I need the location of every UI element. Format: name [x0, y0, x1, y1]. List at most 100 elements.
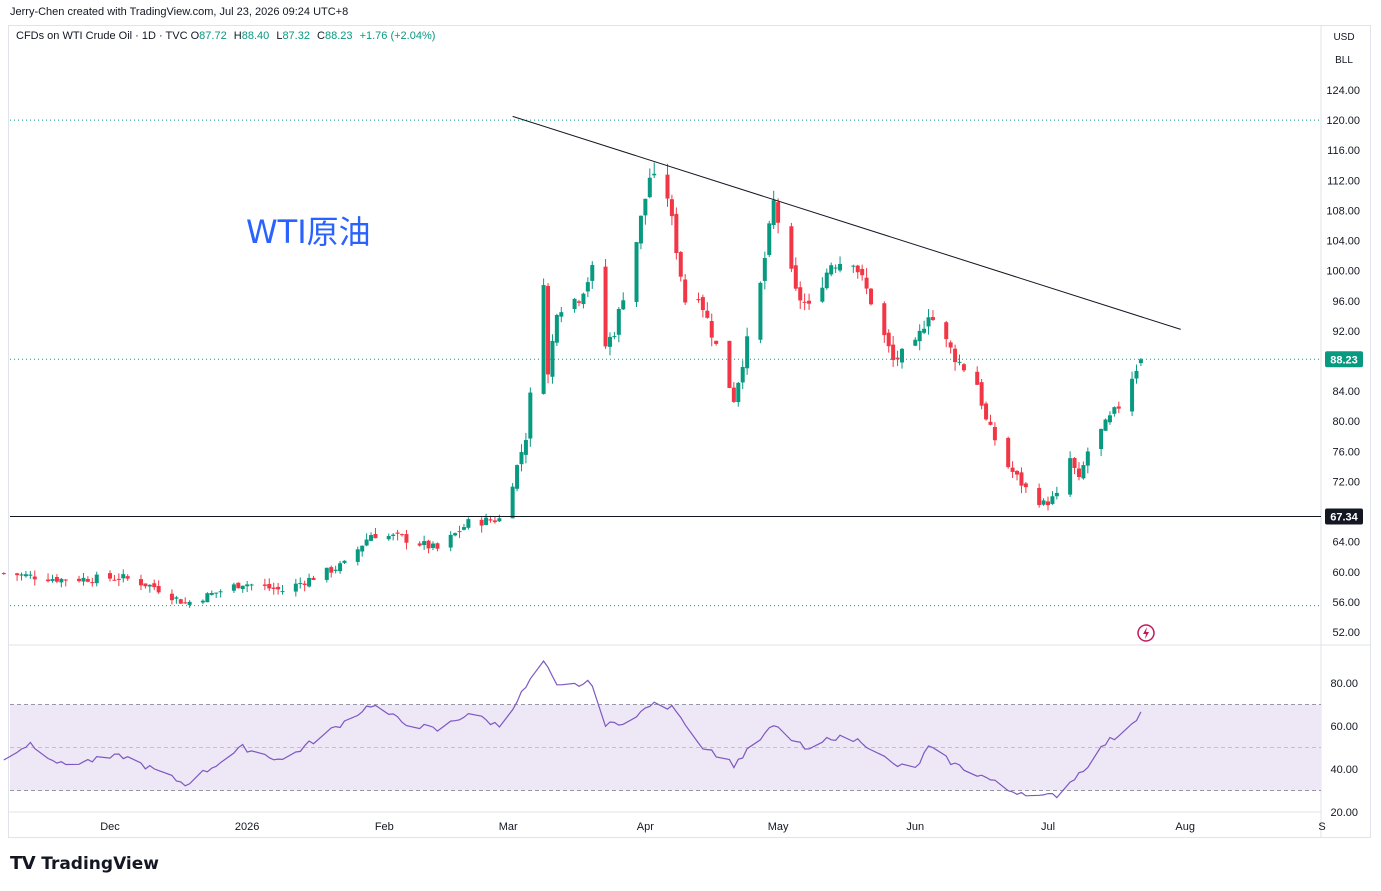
candlestick[interactable] — [112, 575, 117, 581]
candlestick[interactable] — [236, 582, 241, 589]
candlestick[interactable] — [46, 573, 51, 583]
candlestick[interactable] — [1130, 371, 1135, 417]
candlestick[interactable] — [674, 207, 679, 260]
currency-button[interactable]: USD — [1333, 32, 1355, 43]
candlestick[interactable] — [59, 577, 64, 588]
candlestick[interactable] — [643, 198, 648, 225]
candlestick[interactable] — [607, 332, 612, 356]
candlestick[interactable] — [758, 281, 763, 344]
candlestick[interactable] — [519, 444, 524, 472]
candlestick[interactable] — [612, 331, 617, 340]
candlestick[interactable] — [492, 516, 497, 524]
candlestick[interactable] — [125, 574, 130, 581]
candlestick[interactable] — [116, 573, 121, 587]
candlestick[interactable] — [1050, 491, 1055, 505]
candlestick[interactable] — [882, 301, 887, 343]
candlestick[interactable] — [183, 597, 188, 604]
candlestick[interactable] — [267, 578, 272, 592]
candlestick[interactable] — [453, 532, 458, 537]
candlestick[interactable] — [665, 163, 670, 207]
candlestick[interactable] — [930, 310, 935, 321]
candlestick[interactable] — [727, 340, 732, 389]
candlestick[interactable] — [1099, 428, 1104, 457]
event-lightning-icon[interactable] — [1137, 624, 1155, 642]
candlestick[interactable] — [249, 583, 254, 591]
candlestick[interactable] — [1, 572, 6, 575]
candlestick[interactable] — [293, 578, 298, 597]
candlestick[interactable] — [435, 542, 440, 552]
candlestick[interactable] — [953, 344, 958, 371]
candlestick[interactable] — [426, 539, 431, 554]
candlestick[interactable] — [546, 283, 551, 384]
candlestick[interactable] — [984, 401, 989, 421]
candlestick[interactable] — [200, 599, 205, 605]
candlestick[interactable] — [369, 532, 374, 542]
candlestick[interactable] — [386, 533, 391, 541]
candlestick[interactable] — [240, 585, 245, 593]
candlestick[interactable] — [77, 575, 82, 583]
candlestick[interactable] — [616, 306, 621, 343]
candlestick[interactable] — [559, 307, 564, 323]
candlestick[interactable] — [957, 354, 962, 366]
candlestick[interactable] — [302, 580, 307, 592]
candlestick[interactable] — [342, 560, 347, 565]
candlestick[interactable] — [913, 337, 918, 347]
candlestick[interactable] — [209, 590, 214, 596]
candlestick[interactable] — [899, 347, 904, 369]
candlestick[interactable] — [338, 560, 343, 574]
rsi-line[interactable] — [3, 659, 1142, 799]
candlestick[interactable] — [457, 525, 462, 539]
candlestick[interactable] — [820, 277, 825, 303]
candlestick[interactable] — [484, 513, 489, 526]
candlestick[interactable] — [108, 570, 112, 582]
candlestick[interactable] — [554, 313, 559, 347]
candlestick[interactable] — [948, 340, 953, 354]
candlestick[interactable] — [678, 251, 683, 282]
candlestick[interactable] — [1015, 470, 1020, 481]
candlestick[interactable] — [404, 529, 409, 550]
candlestick[interactable] — [121, 569, 126, 583]
candlestick[interactable] — [802, 293, 807, 311]
candlestick[interactable] — [50, 574, 55, 583]
candlestick[interactable] — [1103, 418, 1108, 431]
candlestick[interactable] — [1081, 461, 1086, 480]
candlestick[interactable] — [798, 281, 803, 309]
candlestick[interactable] — [528, 387, 533, 447]
candlestick[interactable] — [1023, 482, 1028, 493]
candlestick[interactable] — [1046, 496, 1050, 511]
candlestick[interactable] — [1112, 406, 1117, 417]
candlestick[interactable] — [745, 327, 750, 375]
candlestick[interactable] — [178, 598, 183, 604]
symbol-label[interactable]: CFDs on WTI Crude Oil · 1D · TVC — [16, 30, 188, 42]
candlestick[interactable] — [32, 570, 37, 586]
candlestick[interactable] — [63, 579, 68, 587]
candlestick[interactable] — [307, 573, 312, 588]
candlestick[interactable] — [311, 575, 316, 581]
candlestick[interactable] — [585, 277, 590, 297]
candlestick[interactable] — [581, 292, 586, 309]
candlestick[interactable] — [669, 194, 674, 226]
candlestick[interactable] — [1085, 447, 1090, 474]
candlestick[interactable] — [333, 565, 338, 574]
candlestick[interactable] — [152, 579, 157, 591]
candlestick[interactable] — [869, 287, 874, 306]
candlestick[interactable] — [187, 600, 192, 608]
candlestick[interactable] — [174, 595, 179, 604]
candlestick[interactable] — [1138, 357, 1143, 367]
candlestick[interactable] — [85, 576, 90, 583]
candlestick[interactable] — [1068, 451, 1073, 497]
candlestick[interactable] — [355, 546, 360, 566]
candlestick[interactable] — [1041, 498, 1046, 506]
candlestick[interactable] — [975, 366, 980, 385]
resistance-trendline[interactable] — [512, 115, 1181, 330]
candlestick[interactable] — [214, 592, 219, 599]
candlestick[interactable] — [731, 382, 736, 403]
candlestick[interactable] — [736, 382, 741, 407]
candlestick[interactable] — [28, 570, 33, 579]
candlestick[interactable] — [944, 320, 949, 348]
candlestick[interactable] — [1010, 461, 1015, 478]
candlestick[interactable] — [1134, 364, 1139, 384]
candlestick[interactable] — [523, 432, 528, 464]
candlestick[interactable] — [634, 242, 639, 308]
